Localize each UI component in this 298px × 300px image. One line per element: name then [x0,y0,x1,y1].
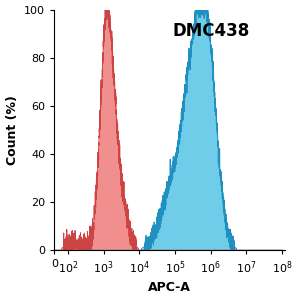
Text: DMC438: DMC438 [173,22,250,40]
Y-axis label: Count (%): Count (%) [6,95,18,165]
X-axis label: APC-A: APC-A [148,281,191,294]
